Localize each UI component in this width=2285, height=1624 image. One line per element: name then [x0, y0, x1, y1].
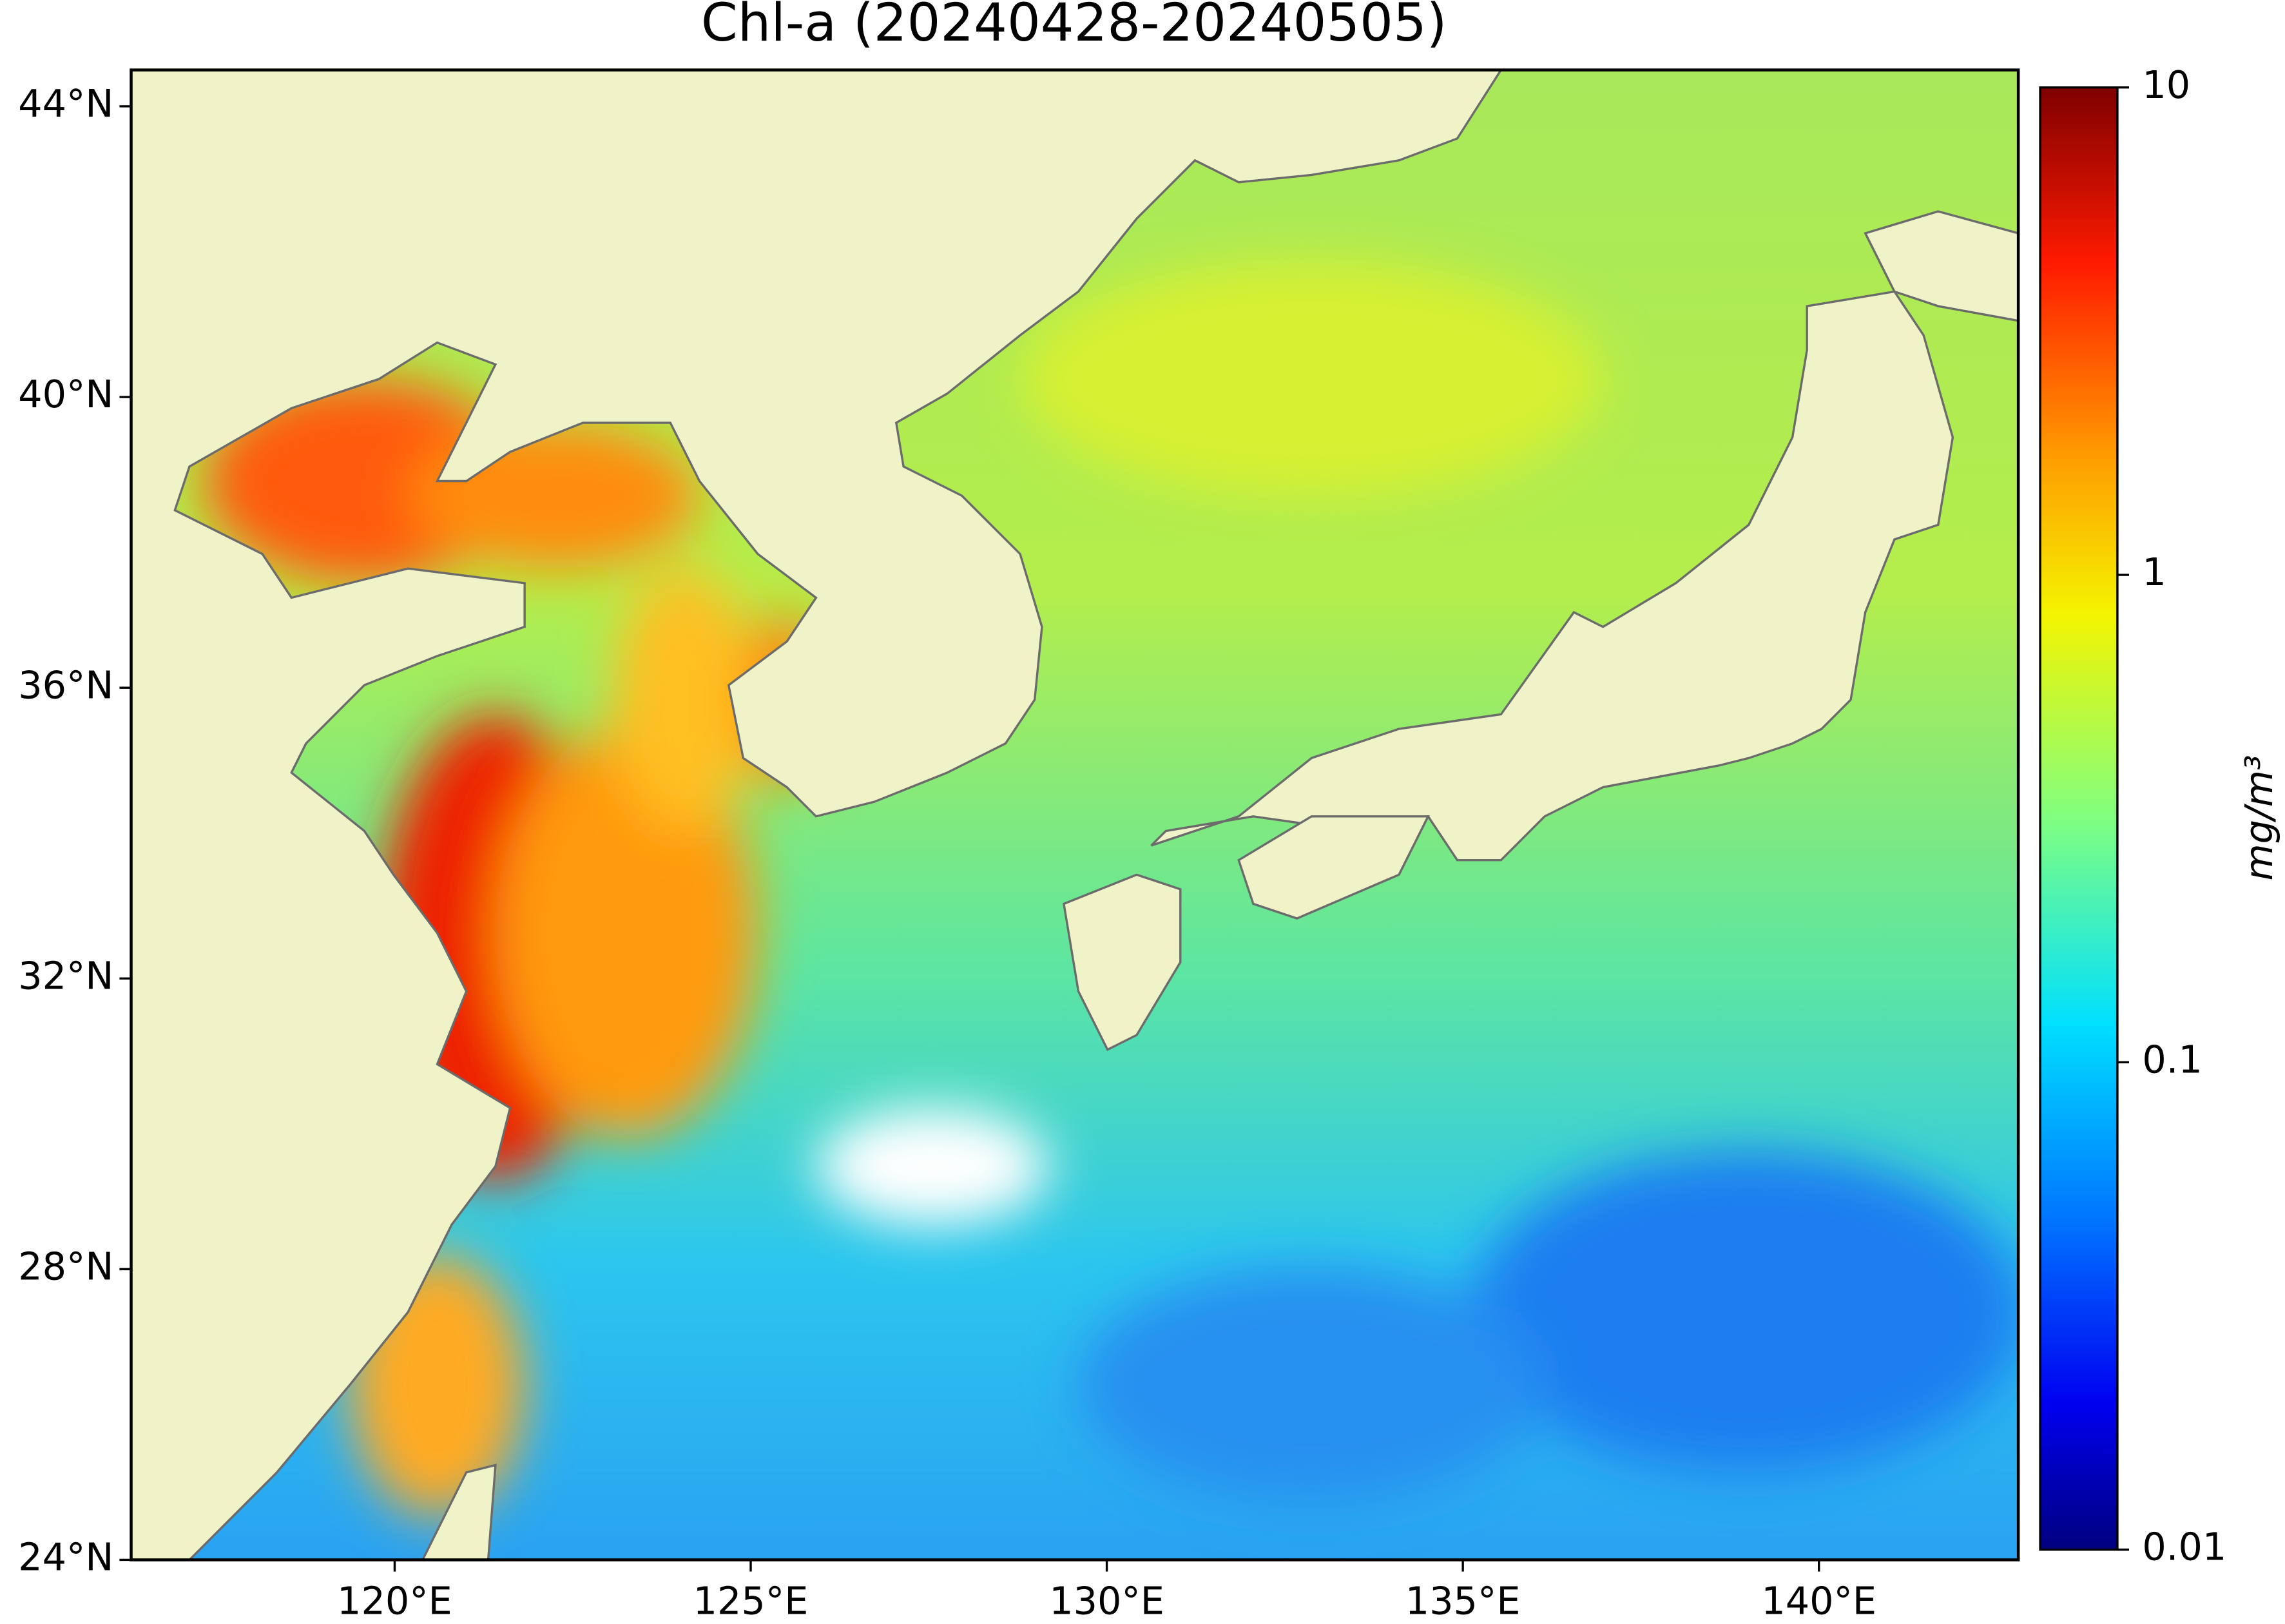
x-tick-label: 120°E [337, 1578, 452, 1623]
x-tick-label: 135°E [1405, 1578, 1521, 1623]
colorbar-tick-label: 0.01 [2142, 1525, 2226, 1569]
colorbar-label: mg/m³ [2237, 755, 2281, 880]
y-tick-label: 40°N [18, 372, 113, 416]
y-tick-label: 24°N [18, 1535, 113, 1580]
x-tick-label: 125°E [693, 1578, 809, 1623]
chart-title: Chl-a (20240428-20240505) [701, 0, 1447, 53]
land-shikoku [1237, 815, 1430, 920]
land-honshu [1150, 290, 1954, 862]
map-area [131, 70, 2019, 1560]
x-tick-label: 140°E [1761, 1578, 1876, 1623]
x-tick-label: 130°E [1049, 1578, 1164, 1623]
land-hokkaido [1864, 210, 2019, 322]
land-asia [131, 70, 1503, 1560]
y-tick-label: 44°N [18, 81, 113, 126]
plot-frame [130, 68, 2020, 1561]
colorbar-tick-label: 1 [2142, 550, 2166, 594]
land-kyushu [1062, 873, 1182, 1052]
colorbar-tick-label: 10 [2142, 63, 2190, 107]
y-tick-label: 32°N [18, 953, 113, 998]
colorbar-tick-label: 0.1 [2142, 1037, 2203, 1081]
colorbar [2039, 86, 2119, 1551]
y-tick-label: 28°N [18, 1244, 113, 1288]
land-taiwan [421, 1464, 497, 1560]
y-tick-label: 36°N [18, 662, 113, 707]
